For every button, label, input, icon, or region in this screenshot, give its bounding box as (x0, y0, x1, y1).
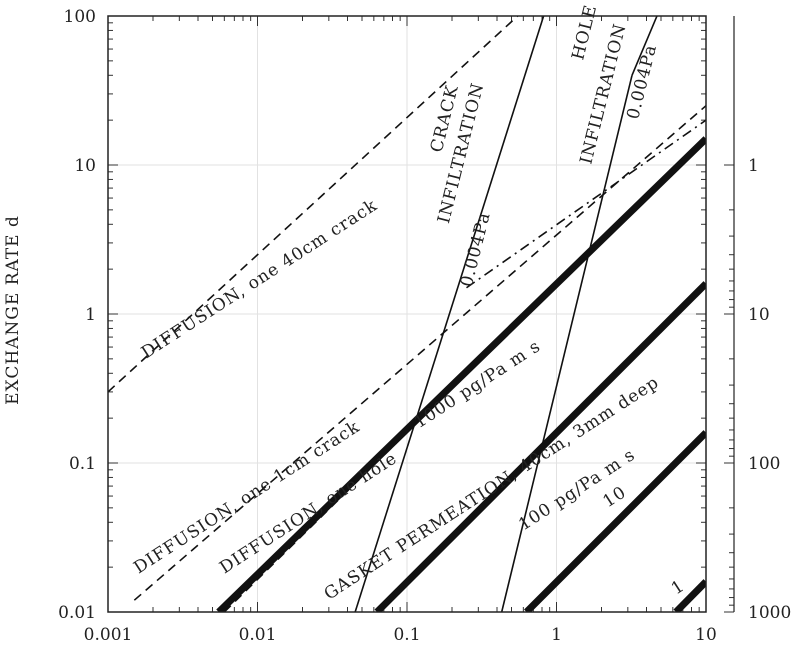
annotation-label: 1 (668, 576, 689, 599)
x-tick-label: 0.1 (393, 625, 420, 645)
annotation-label: HOLE (568, 2, 601, 62)
y-tick-label: 1 (85, 305, 96, 325)
x-tick-label: 0.001 (84, 625, 133, 645)
right-axis-tick-label: 10 (748, 305, 770, 325)
series-line-2 (133, 105, 706, 601)
series-line-8 (216, 136, 706, 612)
annotation-label: 0.004Pa (623, 42, 661, 121)
series-line-6 (500, 75, 633, 612)
series-line-10 (524, 430, 706, 612)
y-tick-label: 10 (74, 156, 96, 176)
series-line-1 (108, 16, 519, 393)
annotation-label: 1000 pg/Pa m s (411, 336, 545, 433)
minor-ticks (107, 15, 734, 613)
annotation-label: DIFFUSION, one 40cm crack (138, 195, 381, 363)
right-axis-tick-label: 1000 (748, 603, 791, 623)
x-tick-label: 0.01 (239, 625, 277, 645)
x-tick-label: 10 (695, 625, 717, 645)
annotation-label: 0.004Pa (457, 210, 495, 289)
y-tick-label: 0.1 (69, 454, 96, 474)
series-line-7 (631, 16, 658, 76)
series-lines (108, 16, 706, 612)
y-tick-label: 100 (64, 7, 96, 27)
y-axis-label: EXCHANGE RATE d (3, 215, 23, 405)
right-axis-tick-label: 100 (748, 454, 780, 474)
series-line-9 (374, 281, 706, 612)
y-tick-label: 0.01 (58, 603, 96, 623)
annotation-label: 10 (600, 482, 631, 512)
x-tick-labels: 0.001 0.01 0.1 1 10 (84, 625, 717, 645)
series-line-11 (673, 579, 706, 612)
y-tick-labels: 0.01 0.1 1 10 100 (58, 7, 96, 623)
right-axis-tick-labels: 1 10 100 1000 (748, 156, 791, 623)
right-axis-tick-label: 1 (748, 156, 759, 176)
series-line-4 (466, 119, 706, 289)
x-tick-label: 1 (551, 625, 562, 645)
plot-frame (107, 15, 707, 613)
series-line-5 (354, 16, 545, 612)
